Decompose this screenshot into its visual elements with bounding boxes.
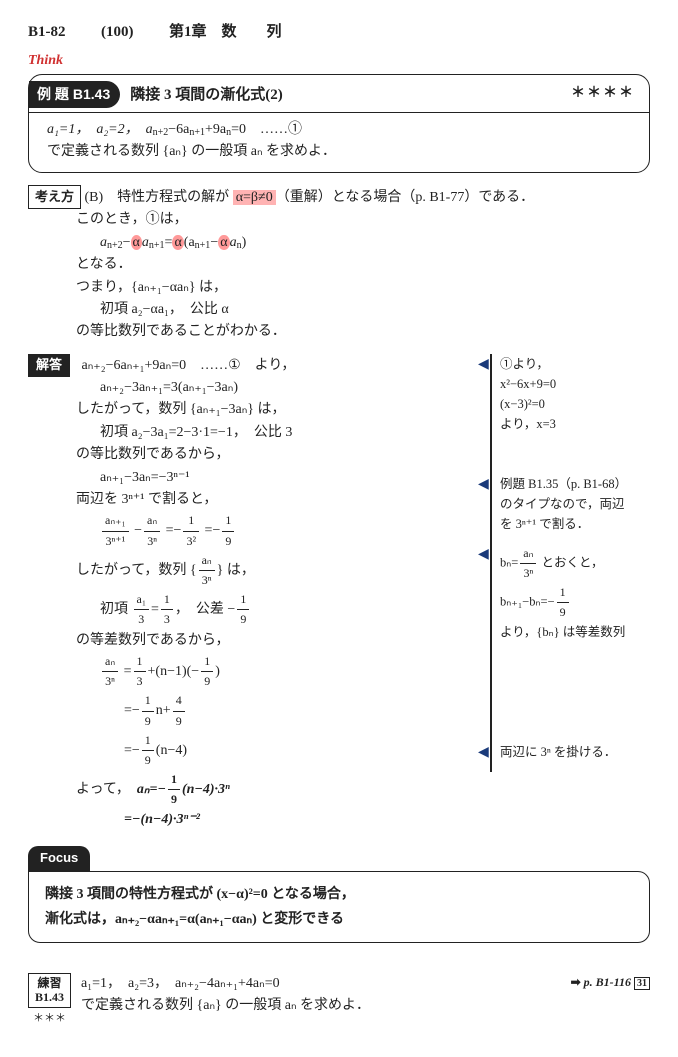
practice-section: 練習 B1.43 ＊＊＊ a₁=1， a₂=3， aₙ₊₂−4aₙ₊₁+4aₙ=… bbox=[28, 973, 650, 1027]
ka-eq3: =−19n+49 bbox=[28, 691, 478, 730]
practice-stars: ＊＊＊ bbox=[28, 1010, 71, 1028]
kaitou-label: 解答 bbox=[28, 354, 70, 377]
focus-label: Focus bbox=[28, 846, 90, 871]
k-l7: の等比数列であることがわかる． bbox=[28, 321, 650, 343]
ka-l4: 初項 a₂−3a₁=2−3·1=−1， 公比 3 bbox=[28, 422, 478, 444]
badge-num: B1.43 bbox=[73, 83, 110, 105]
ka-eq4: =−19(n−4) bbox=[28, 731, 478, 770]
k-l4: となる． bbox=[28, 254, 650, 276]
difficulty-stars: ＊＊＊＊ bbox=[571, 83, 635, 105]
page-number: (100) bbox=[101, 24, 134, 40]
ka-l7: 両辺を 3ⁿ⁺¹ で割ると， bbox=[28, 489, 478, 511]
ka-l10: の等差数列であるから， bbox=[28, 630, 478, 652]
k-l2: このとき，①は， bbox=[28, 209, 650, 231]
ka-l2: aₙ₊₂−3aₙ₊₁=3(aₙ₊₁−3aₙ) bbox=[28, 377, 478, 399]
chapter-title: 第1章 数 列 bbox=[169, 24, 282, 40]
ka-l6: aₙ₊₁−3aₙ=−3ⁿ⁻¹ bbox=[28, 467, 478, 489]
k-l6: 初項 a₂−αa₁， 公比 α bbox=[28, 299, 650, 321]
ka-l5: の等比数列であるから， bbox=[28, 444, 478, 466]
problem-line2: で定義される数列 {aₙ} の一般項 aₙ を求めよ． bbox=[47, 141, 635, 163]
think-label: Think bbox=[28, 50, 650, 72]
example-badge: 例 題 B1.43 bbox=[29, 81, 120, 107]
page-header: B1-82 (100) 第1章 数 列 bbox=[28, 20, 650, 44]
focus-l1: 隣接 3 項間の特性方程式が (x−α)²=0 となる場合， bbox=[45, 882, 633, 907]
ka-l3: したがって，数列 {aₙ₊₁−3aₙ} は， bbox=[28, 399, 478, 421]
practice-badge: 練習 B1.43 bbox=[28, 973, 71, 1008]
ka-l12: =−(n−4)·3ⁿ⁻² bbox=[28, 809, 478, 831]
focus-box: 隣接 3 項間の特性方程式が (x−α)²=0 となる場合， 漸化式は，aₙ₊₂… bbox=[28, 871, 650, 943]
page-ref: ➡ p. B1-116 31 bbox=[571, 973, 650, 992]
ka-l8: したがって，数列 {aₙ3ⁿ} は， bbox=[28, 551, 478, 590]
ka-l11: よって， aₙ=−19(n−4)·3ⁿ bbox=[28, 770, 478, 809]
page-code: B1-82 bbox=[28, 24, 66, 40]
kangaekata-label: 考え方 bbox=[28, 185, 81, 210]
k-l3: an+2−αan+1=α(an+1−αan) bbox=[28, 232, 650, 254]
practice-l1: a₁=1， a₂=3， aₙ₊₂−4aₙ₊₁+4aₙ=0 bbox=[81, 973, 370, 995]
example-title: 隣接 3 項間の漸化式(2) bbox=[130, 83, 283, 107]
ka-eq1: aₙ₊₁3ⁿ⁺¹ −aₙ3ⁿ =−13² =−19 bbox=[28, 511, 478, 550]
ka-eq2: aₙ3ⁿ =13+(n−1)(−19) bbox=[28, 652, 478, 691]
focus-l2: 漸化式は，aₙ₊₂−αaₙ₊₁=α(aₙ₊₁−αaₙ) と変形できる bbox=[45, 907, 633, 932]
k-l5: つまり，{aₙ₊₁−αaₙ} は， bbox=[28, 277, 650, 299]
problem-line1: a₁=1， a₂=2， an+2−6an+1+9an=0 ……① bbox=[47, 119, 635, 141]
side-notes: ①より， x²−6x+9=0 (x−3)²=0 より，x=3 例題 B1.35（… bbox=[490, 354, 650, 773]
ka-l1: aₙ₊₂−6aₙ₊₁+9aₙ=0 ……① より， bbox=[82, 358, 296, 373]
ka-l9: 初項 a₁3=13， 公差 −19 bbox=[28, 590, 478, 629]
badge-pre: 例 題 bbox=[37, 83, 69, 105]
kangaekata-intro: (B) 特性方程式の解が α=β≠0（重解）となる場合（p. B1-77）である… bbox=[85, 190, 535, 205]
